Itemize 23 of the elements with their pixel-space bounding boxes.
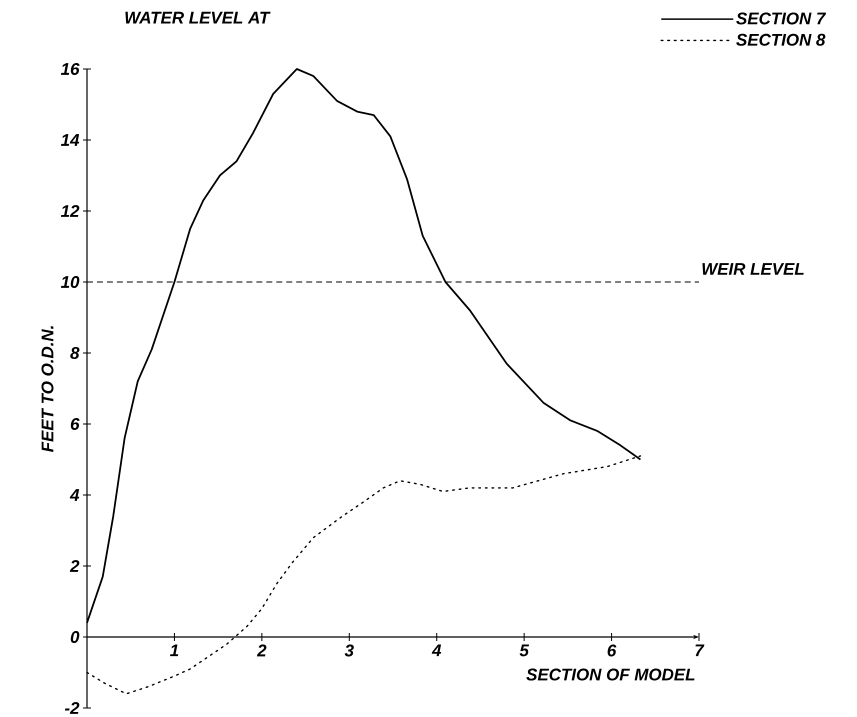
y-tick-label: 10 xyxy=(60,276,80,288)
x-tick-label: 4 xyxy=(432,644,442,656)
y-tick-label: 12 xyxy=(60,205,80,217)
legend-label: SECTION 8 xyxy=(736,34,826,46)
y-tick-label: 16 xyxy=(60,62,80,75)
x-tick-label: 5 xyxy=(520,644,530,656)
x-tick-label: 1 xyxy=(170,644,178,656)
x-tick-label: 6 xyxy=(608,644,616,656)
legend-title: WATER LEVEL AT xyxy=(125,12,271,24)
y-tick-label: 14 xyxy=(60,134,80,146)
y-tick-label: 6 xyxy=(70,418,80,430)
x-tick-label: 7 xyxy=(695,644,704,656)
y-tick-label: -2 xyxy=(64,702,80,714)
x-tick-label: 2 xyxy=(256,644,266,656)
y-axis-title: FEET TO O.D.N. xyxy=(41,326,54,452)
x-axis-title: SECTION OF MODEL xyxy=(526,668,694,681)
y-tick-label: 0 xyxy=(70,631,80,643)
legend-label: SECTION 7 xyxy=(736,12,826,24)
y-tick-label: 2 xyxy=(70,560,80,572)
x-tick-label: 3 xyxy=(344,644,354,656)
ref-line-label: WEIR LEVEL xyxy=(702,263,804,275)
y-tick-label: 4 xyxy=(70,489,80,501)
y-tick-label: 8 xyxy=(70,347,80,359)
